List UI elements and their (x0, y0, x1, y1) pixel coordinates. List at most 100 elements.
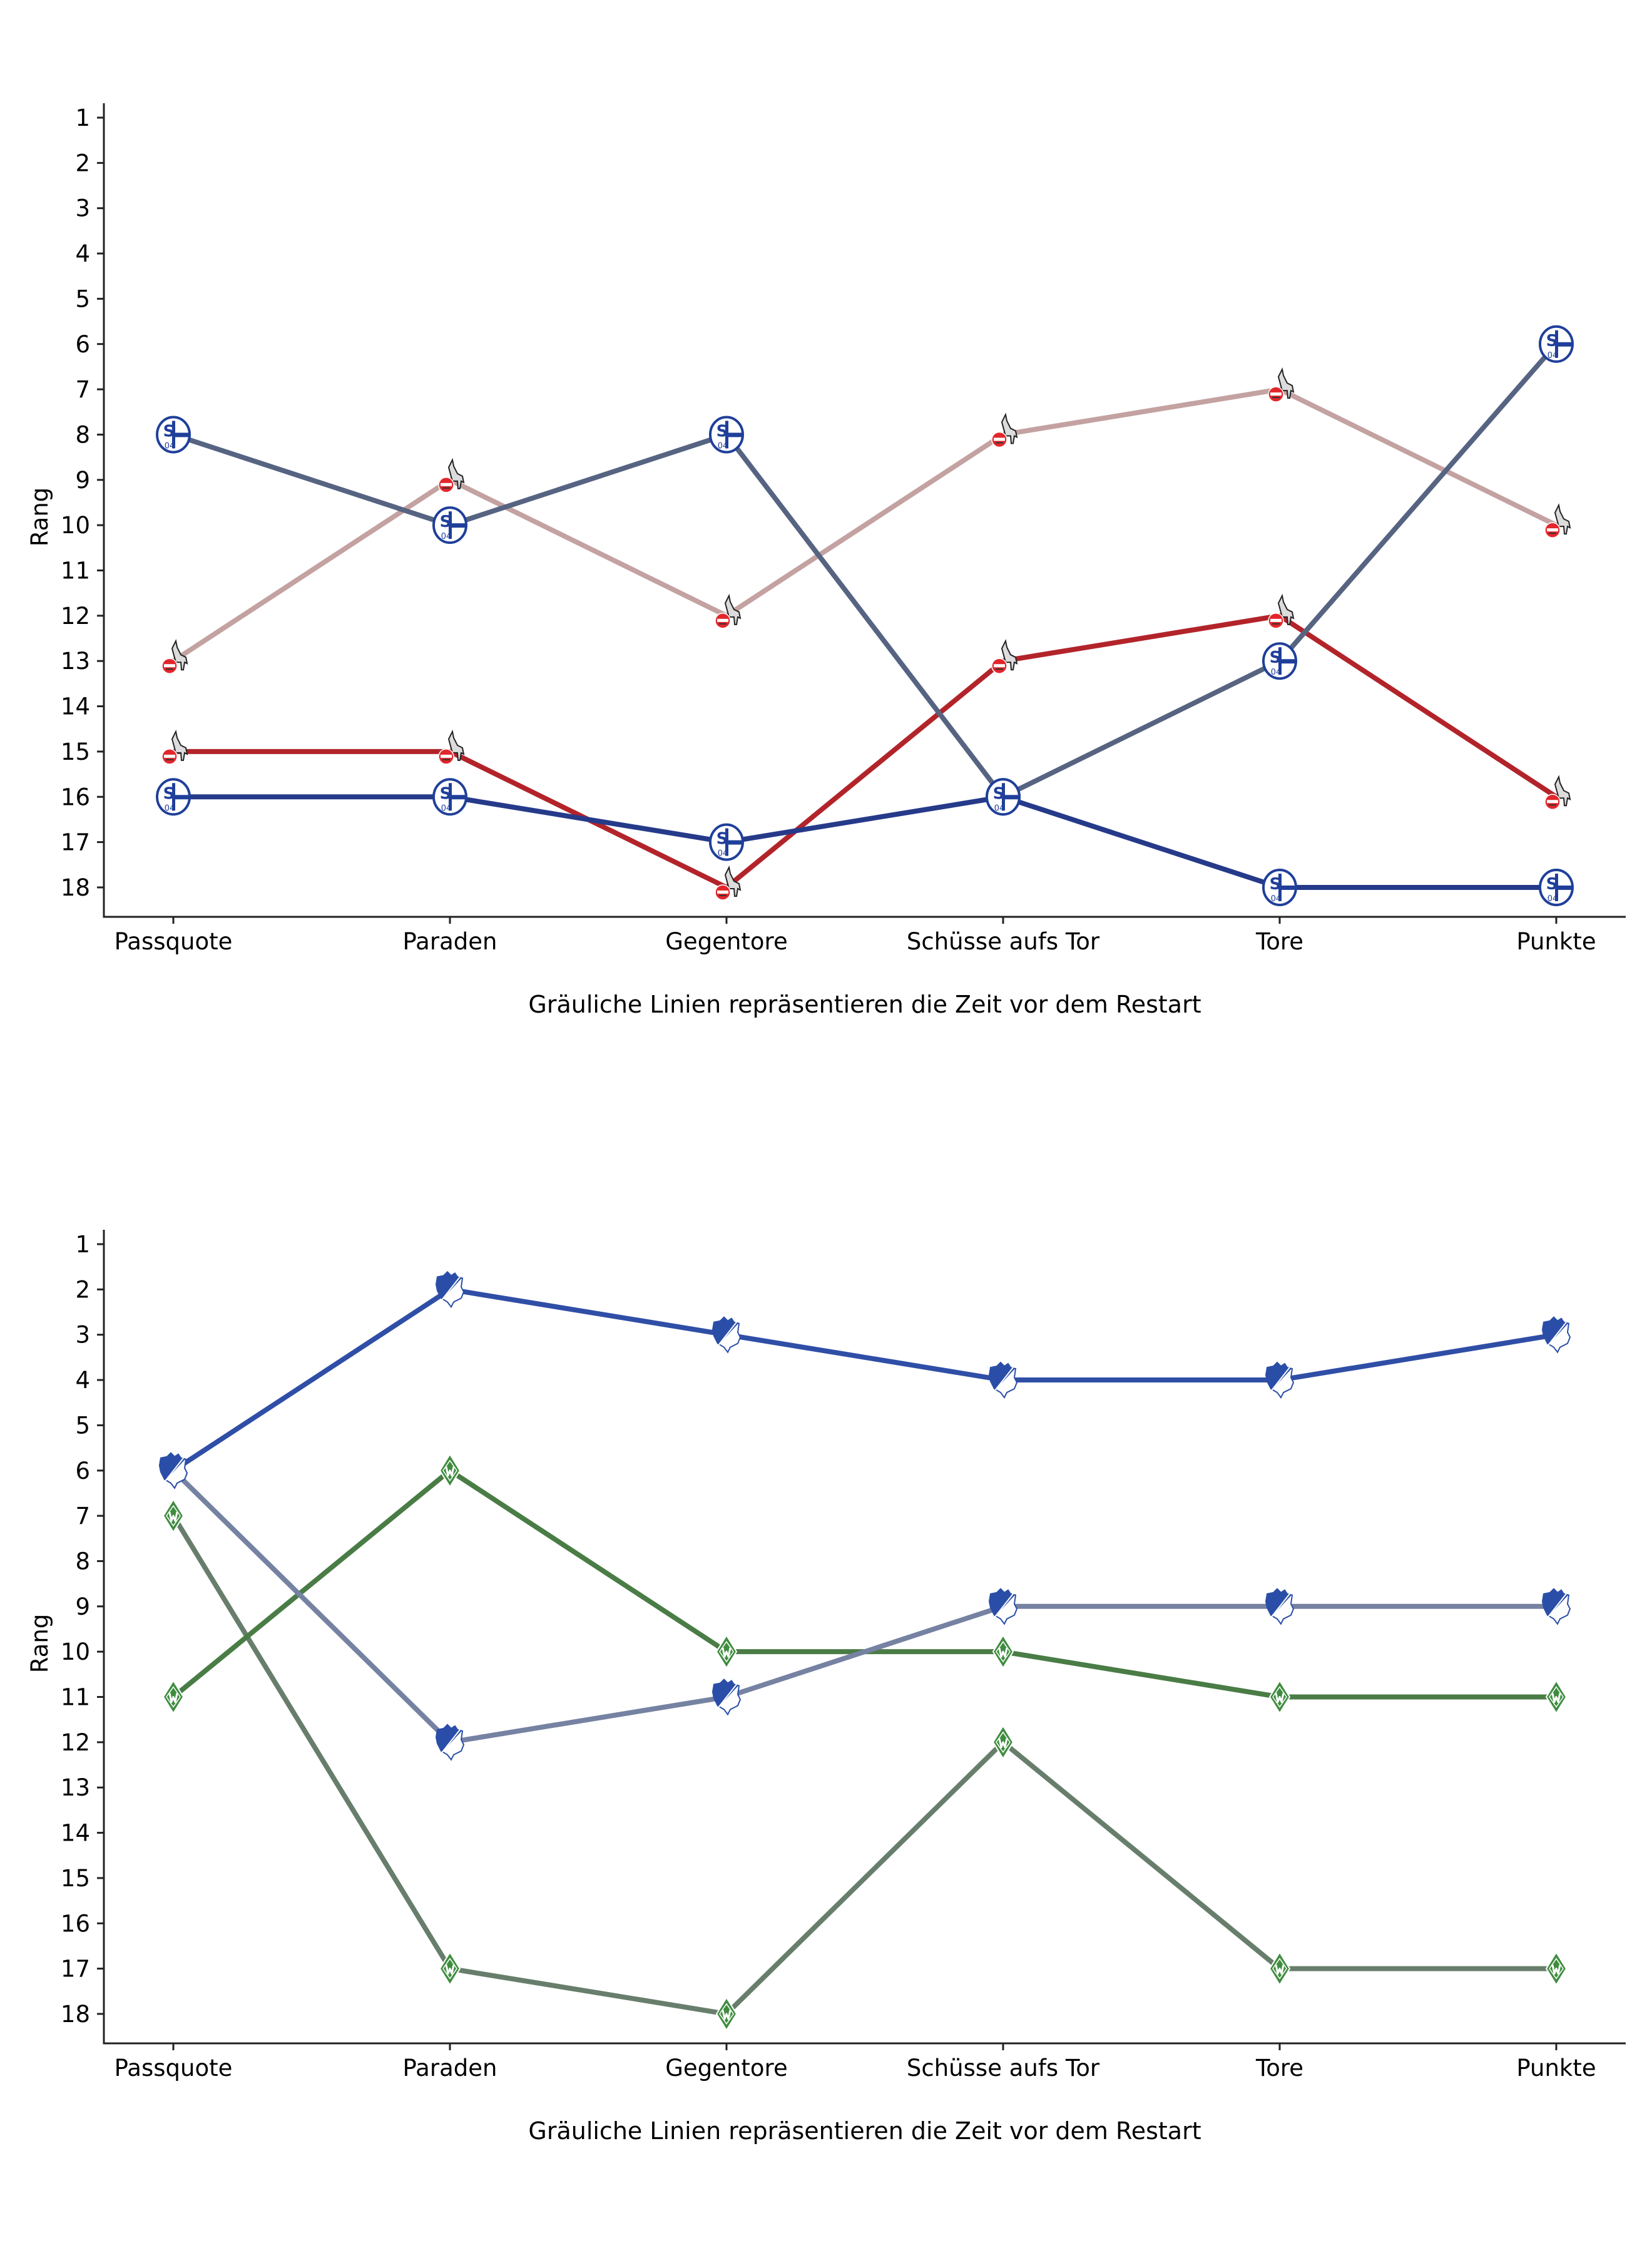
chart-top-schalke-koeln: 1 2 3 4 5 6 7 8 9 10 11 12 13 14 15 16 17 18 Passquote Para… (0, 0, 1652, 1126)
schalke-logo-icon: S04 (156, 416, 191, 454)
y-tick-label: 10 (61, 1638, 90, 1665)
x-tick-label: Paraden (403, 2055, 497, 2082)
svg-text:04: 04 (718, 441, 728, 451)
svg-text:04: 04 (165, 804, 175, 813)
hoffenheim-logo-icon (1541, 1588, 1571, 1625)
bremen-logo-icon (439, 1951, 461, 1986)
x-tick-label: Paraden (403, 928, 497, 955)
series-bremen-before (171, 1515, 1556, 2016)
y-tick-label: 14 (61, 693, 90, 720)
markers-koeln-before (161, 367, 1571, 674)
hoffenheim-logo-icon (1541, 1316, 1571, 1354)
svg-text:S: S (163, 784, 175, 803)
x-tick-label: Schüsse aufs Tor (907, 2055, 1100, 2082)
schalke-logo-icon: S04 (432, 778, 467, 816)
svg-text:S: S (440, 784, 452, 803)
x-tick-label: Punkte (1516, 928, 1596, 955)
y-tick-label: 5 (75, 285, 90, 312)
svg-text:04: 04 (1271, 668, 1282, 677)
bremen-logo-icon (1545, 1951, 1568, 1986)
x-tick-label: Passquote (115, 928, 233, 955)
svg-text:S: S (716, 830, 728, 849)
y-tick-label: 8 (75, 1548, 90, 1575)
y-tick-label: 4 (75, 1367, 90, 1394)
bremen-logo-icon (162, 1498, 185, 1534)
svg-text:S: S (1270, 875, 1282, 894)
y-tick-label: 5 (75, 1412, 90, 1439)
y-tick-label: 11 (61, 558, 90, 585)
y-tick-label: 17 (61, 1956, 90, 1983)
y-tick-label: 9 (75, 1593, 90, 1620)
x-tick-label: Schüsse aufs Tor (907, 928, 1100, 955)
hoffenheim-logo-icon (158, 1452, 188, 1489)
x-tick-label: Punkte (1516, 2055, 1596, 2082)
y-tick-label: 15 (61, 1865, 90, 1892)
series-schalke-after (173, 794, 1556, 890)
y-axis-label: Rang (26, 488, 53, 547)
x-tick-label: Passquote (115, 2055, 233, 2082)
koeln-logo-icon (161, 639, 188, 674)
svg-text:S: S (440, 513, 452, 531)
schalke-logo-icon: S04 (986, 778, 1021, 816)
y-tick-label: 16 (61, 784, 90, 810)
bremen-logo-icon (715, 1996, 738, 2031)
y-tick-label: 2 (75, 150, 90, 176)
y-tick-label: 18 (61, 874, 90, 901)
x-tick-label: Tore (1255, 928, 1303, 955)
markers-hoffenheim-before (158, 1452, 1571, 1761)
line-koeln-after (173, 613, 1558, 890)
hoffenheim-logo-icon (435, 1270, 465, 1309)
koeln-logo-icon (991, 639, 1018, 674)
koeln-logo-icon (438, 729, 465, 765)
series-hoffenheim-after (171, 1287, 1557, 1473)
line-bremen-before (171, 1515, 1556, 2016)
bremen-logo-icon (439, 1453, 461, 1488)
markers-bremen-after (162, 1453, 1568, 1715)
y-tick-label: 17 (61, 829, 90, 856)
svg-text:04: 04 (1271, 894, 1282, 904)
bremen-logo-icon (715, 1634, 738, 1670)
koeln-logo-icon (715, 593, 742, 629)
y-tick-label: 1 (75, 105, 90, 131)
svg-text:04: 04 (1547, 351, 1558, 360)
x-tick-label: Gegentore (665, 928, 787, 955)
y-tick-label: 3 (75, 1322, 90, 1349)
schalke-logo-icon: S04 (432, 506, 467, 544)
koeln-logo-icon (1544, 503, 1571, 538)
markers-hoffenheim-after (158, 1270, 1571, 1489)
y-tick-label: 7 (75, 1503, 90, 1530)
svg-text:S: S (716, 422, 728, 441)
y-tick-label: 10 (61, 512, 90, 539)
koeln-logo-icon (438, 457, 465, 493)
koeln-logo-icon (1544, 775, 1571, 810)
y-tick-label: 8 (75, 421, 90, 448)
y-tick-label: 6 (75, 1458, 90, 1484)
svg-text:04: 04 (441, 532, 452, 541)
svg-text:S: S (163, 422, 175, 441)
y-tick-label: 6 (75, 331, 90, 358)
koeln-logo-icon (991, 412, 1018, 448)
bremen-logo-icon (992, 1634, 1014, 1670)
hoffenheim-logo-icon (1265, 1588, 1295, 1625)
hoffenheim-logo-icon (435, 1724, 465, 1761)
schalke-logo-icon: S04 (709, 823, 744, 861)
y-tick-label: 3 (75, 195, 90, 222)
bremen-logo-icon (1268, 1679, 1291, 1715)
markers-bremen-before (162, 1498, 1568, 2031)
y-tick-label: 18 (61, 2001, 90, 2028)
y-tick-label: 12 (61, 603, 90, 630)
svg-text:04: 04 (718, 849, 728, 859)
line-hoffenheim-after (171, 1287, 1557, 1473)
chart-bottom-hoffenheim-bremen: 1 2 3 4 5 6 7 8 9 10 11 12 13 14 15 16 17 18 Passquote Para… (0, 1126, 1652, 2253)
y-tick-label: 1 (75, 1231, 90, 1258)
line-koeln-before (171, 387, 1558, 663)
svg-text:S: S (1546, 875, 1558, 894)
series-koeln-before (171, 387, 1558, 663)
y-tick-label: 4 (75, 240, 90, 267)
svg-text:04: 04 (994, 804, 1005, 813)
y-tick-label: 9 (75, 467, 90, 494)
series-koeln-after (173, 613, 1558, 890)
hoffenheim-logo-icon (988, 1361, 1018, 1399)
